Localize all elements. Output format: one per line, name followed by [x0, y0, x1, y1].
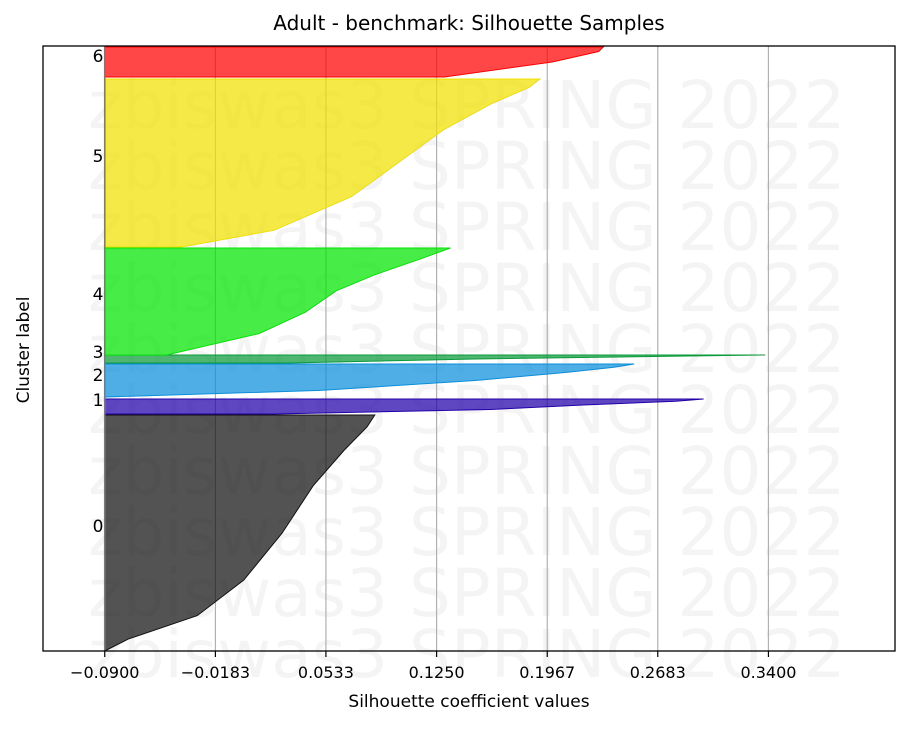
x-tick-label: 0.0533 — [298, 663, 354, 682]
x-axis-ticks: −0.0900 −0.0183 0.0533 0.1250 0.1967 0.2683 0.… — [70, 651, 796, 682]
cluster-labels: 0 1 2 3 4 5 6 — [93, 47, 104, 537]
x-tick-label: −0.0183 — [181, 663, 250, 682]
x-tick-label: −0.0900 — [70, 663, 139, 682]
x-tick-label: 0.3400 — [740, 663, 796, 682]
cluster-label-0: 0 — [93, 517, 104, 537]
cluster-label-5: 5 — [93, 147, 104, 167]
cluster-label-6: 6 — [93, 47, 104, 67]
x-tick-label: 0.1967 — [519, 663, 575, 682]
cluster-label-4: 4 — [93, 285, 104, 305]
chart-title: Adult - benchmark: Silhouette Samples — [273, 11, 665, 35]
plot-frame — [42, 45, 896, 652]
x-axis-label: Silhouette coefficient values — [348, 692, 590, 712]
watermark-text: zbiswas3 SPRING 2022 — [88, 616, 846, 693]
cluster-5-area — [104, 78, 542, 248]
cluster-2-area — [104, 363, 635, 398]
y-axis-label: Cluster label — [14, 296, 34, 404]
x-tick-label: 0.2683 — [630, 663, 686, 682]
cluster-label-3: 3 — [93, 343, 104, 363]
x-tick-label: 0.1250 — [409, 663, 465, 682]
cluster-label-1: 1 — [93, 391, 104, 411]
cluster-0-area — [104, 414, 376, 652]
cluster-1-area — [104, 398, 704, 415]
cluster-4-area — [104, 247, 451, 356]
cluster-label-2: 2 — [93, 366, 104, 386]
cluster-areas — [104, 46, 766, 652]
